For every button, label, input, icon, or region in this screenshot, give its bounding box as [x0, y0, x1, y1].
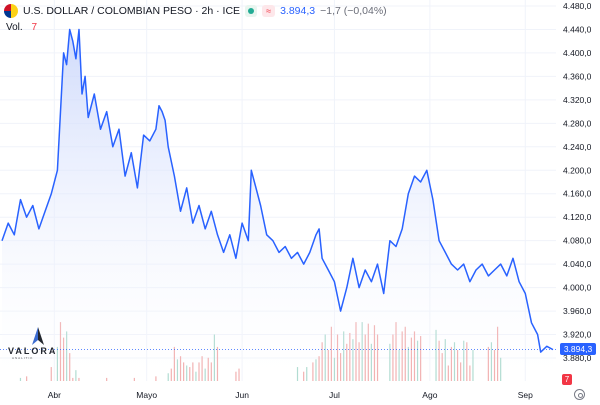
volume-tag: 7 [562, 374, 572, 385]
price-change: −1,7 (−0,04%) [320, 5, 387, 17]
last-price-tag: 3.894,3 [560, 343, 596, 355]
volume-value: 7 [31, 22, 38, 33]
y-tick-label: 3.960,0 [563, 306, 592, 316]
flag-icon [4, 4, 18, 18]
x-tick-label: Ago [422, 390, 437, 400]
y-tick-label: 4.160,0 [563, 189, 592, 199]
x-tick-label: Abr [48, 390, 61, 400]
y-tick-label: 4.280,0 [563, 118, 592, 128]
price-line [0, 28, 556, 353]
y-tick-label: 4.400,0 [563, 48, 592, 58]
y-tick-label: 4.200,0 [563, 165, 592, 175]
x-axis: Abr Mayo Jun Jul Ago Sep [48, 390, 533, 400]
valora-logo: VALORA ANALITIK [8, 327, 68, 360]
y-tick-label: 4.320,0 [563, 95, 592, 105]
chart-header: U.S. DOLLAR / COLOMBIAN PESO · 2h · ICE … [4, 4, 387, 18]
x-tick-label: Sep [518, 390, 533, 400]
y-tick-label: 4.080,0 [563, 236, 592, 246]
y-tick-label: 4.240,0 [563, 142, 592, 152]
logo-subtitle: ANALITIK [12, 356, 34, 360]
y-tick-label: 4.040,0 [563, 259, 592, 269]
last-price: 3.894,3 [280, 5, 316, 17]
settings-icon[interactable] [574, 389, 585, 400]
price-area-fill [2, 29, 553, 381]
price-area [2, 29, 553, 381]
y-tick-label: 4.000,0 [563, 283, 592, 293]
volume-label: Vol. [6, 22, 23, 33]
y-tick-label: 4.440,0 [563, 24, 592, 34]
y-tick-label: 3.880,0 [563, 353, 592, 363]
y-tick-label: 4.120,0 [563, 212, 592, 222]
y-tick-label: 3.920,0 [563, 330, 592, 340]
y-axis: 3.880,0 3.920,0 3.960,0 4.000,0 4.040,0 4.080… [563, 1, 592, 363]
x-tick-label: Jun [235, 390, 249, 400]
market-status-icon[interactable] [245, 5, 258, 17]
logo-mark-icon [32, 327, 44, 345]
delay-badge-icon[interactable]: ≈ [262, 5, 276, 17]
logo-name: VALORA [8, 346, 58, 356]
symbol-title[interactable]: U.S. DOLLAR / COLOMBIAN PESO · 2h · ICE [23, 5, 241, 17]
volume-legend[interactable]: Vol. 7 [6, 22, 37, 33]
y-tick-label: 4.480,0 [563, 1, 592, 11]
price-line-path [1, 28, 554, 353]
x-tick-label: Jul [329, 390, 340, 400]
x-tick-label: Mayo [136, 390, 157, 400]
y-tick-label: 4.360,0 [563, 71, 592, 81]
